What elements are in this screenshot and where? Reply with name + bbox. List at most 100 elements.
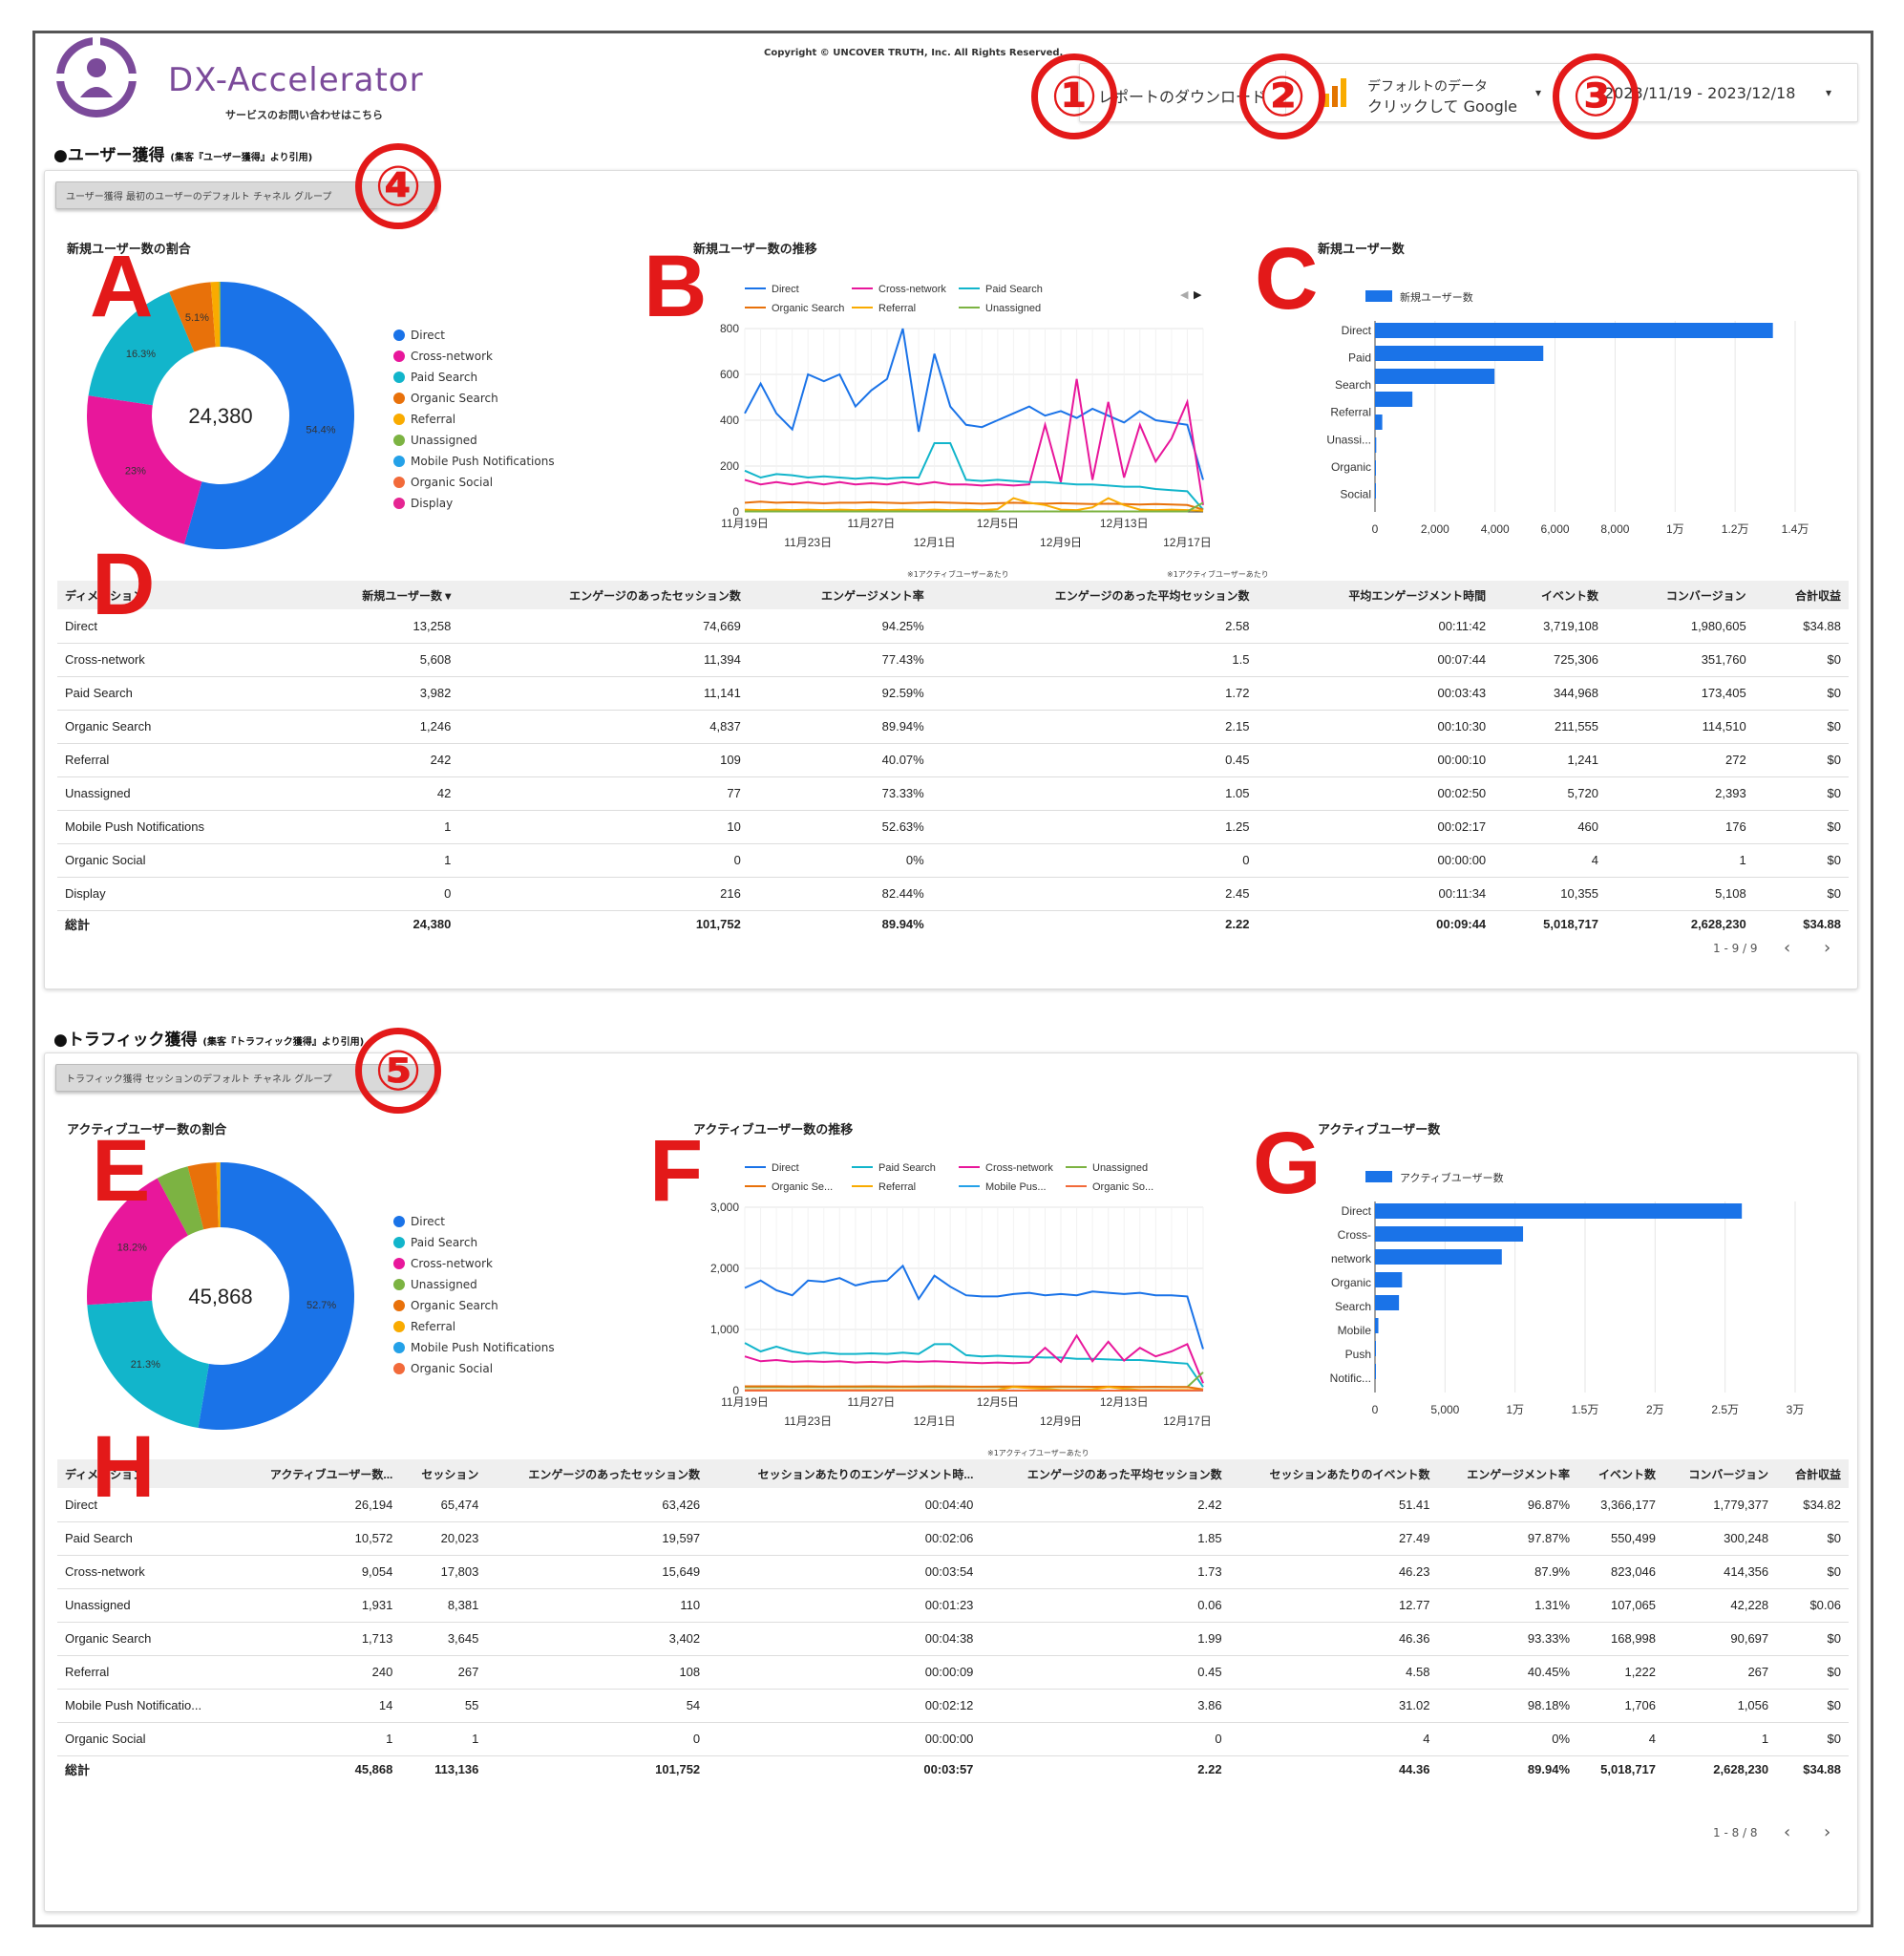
donut-slice-referral[interactable]	[216, 1162, 221, 1228]
legend-item[interactable]: Unassigned	[393, 1274, 555, 1295]
donut-slice-organic-search[interactable]	[187, 1162, 219, 1230]
bar-mobile-push-notifications[interactable]	[1375, 460, 1376, 476]
column-header[interactable]: ディメンション	[57, 581, 298, 609]
table-row: Referral 242 109 40.07% 0.45 00:00:10 1,241 272…	[57, 743, 1849, 777]
bar-paid-search[interactable]	[1375, 1226, 1524, 1242]
prev-page-icon[interactable]: ‹	[1784, 1822, 1791, 1842]
column-header[interactable]: セッションあたりのエンゲージメント時...	[708, 1459, 982, 1488]
bar-direct[interactable]	[1375, 323, 1773, 338]
donut-slice-organic-search[interactable]	[169, 282, 216, 352]
legend-item[interactable]: Direct	[393, 1211, 555, 1232]
x-tick-label: 11月27日	[848, 517, 896, 530]
column-header[interactable]: 新規ユーザー数 ▾	[297, 581, 459, 609]
chevron-down-icon[interactable]: ▾	[1535, 86, 1542, 99]
table-cell: 725,306	[1493, 643, 1607, 677]
legend-dot-icon	[393, 477, 405, 488]
bar-organic-social[interactable]	[1375, 1364, 1376, 1379]
donut-slice-paid-search[interactable]	[88, 291, 195, 406]
legend-item[interactable]: Referral	[393, 1316, 555, 1337]
column-header[interactable]: イベント数	[1493, 581, 1607, 609]
column-header[interactable]: エンゲージのあった平均セッション数	[931, 581, 1258, 609]
data-source-link[interactable]: クリックして Google	[1367, 97, 1518, 116]
table-cell: 00:02:17	[1257, 810, 1494, 844]
series-line-organic-se-[interactable]	[745, 1385, 1204, 1391]
column-header[interactable]: エンゲージメント率	[748, 581, 932, 609]
column-header[interactable]: 平均エンゲージメント時間	[1257, 581, 1494, 609]
series-line-organic-search[interactable]	[744, 500, 1204, 511]
donut-slice-unassigned[interactable]	[219, 282, 221, 348]
legend-item[interactable]: Paid Search	[393, 367, 555, 388]
legend-item[interactable]: Direct	[393, 325, 555, 346]
table-cell: 242	[297, 743, 459, 777]
legend-item[interactable]: Cross-network	[393, 1253, 555, 1274]
legend-dot-icon	[393, 1342, 405, 1353]
data-source-label[interactable]: デフォルトのデータ	[1367, 79, 1488, 95]
bar-unassigned[interactable]	[1375, 437, 1377, 453]
donut-slice-direct[interactable]	[183, 282, 354, 549]
series-line-unassigned[interactable]	[745, 1371, 1204, 1389]
series-line-cross-network[interactable]	[744, 378, 1204, 505]
donut-slice-direct[interactable]	[198, 1162, 354, 1430]
series-line-paid-search[interactable]	[744, 442, 1204, 511]
bar-mobile-push-notifications[interactable]	[1375, 1341, 1376, 1356]
column-header[interactable]: イベント数	[1577, 1459, 1664, 1488]
legend-next-icon[interactable]: ▶	[1194, 289, 1202, 301]
column-header[interactable]: セッションあたりのイベント数	[1229, 1459, 1438, 1488]
legend-item[interactable]: Referral	[393, 409, 555, 430]
column-header[interactable]: アクティブユーザー数...	[237, 1459, 401, 1488]
column-header[interactable]: 合計収益	[1753, 581, 1849, 609]
legend-dot-icon	[393, 1321, 405, 1332]
legend-item[interactable]: Organic Social	[393, 472, 555, 493]
download-report-button[interactable]: レポートのダウンロード	[1098, 88, 1267, 106]
chevron-down-icon[interactable]: ▾	[1826, 86, 1832, 99]
prev-page-icon[interactable]: ‹	[1784, 938, 1791, 958]
donut-slice-paid-search[interactable]	[87, 1300, 209, 1429]
legend-item[interactable]: Display	[393, 493, 555, 514]
next-page-icon[interactable]: ›	[1824, 1822, 1831, 1842]
legend-item[interactable]: Organic Social	[393, 1358, 555, 1379]
table-cell: 5,720	[1493, 776, 1607, 811]
donut-slice-cross-network[interactable]	[87, 395, 202, 544]
bar-cross-network[interactable]	[1375, 1249, 1502, 1265]
column-header[interactable]: エンゲージのあったセッション数	[486, 1459, 709, 1488]
column-header[interactable]: コンバージョン	[1663, 1459, 1777, 1488]
column-header[interactable]: エンゲージメント率	[1437, 1459, 1578, 1488]
bar-paid-search[interactable]	[1375, 369, 1495, 384]
donut-slice-unassigned[interactable]	[157, 1166, 204, 1236]
legend-item[interactable]: Organic Search	[393, 388, 555, 409]
series-line-unassigned[interactable]	[745, 501, 1204, 513]
bar-referral[interactable]	[1375, 415, 1383, 430]
donut-slice-referral[interactable]	[210, 282, 221, 348]
series-line-direct[interactable]	[744, 328, 1204, 480]
bar-direct[interactable]	[1375, 1203, 1743, 1219]
column-header[interactable]: エンゲージのあった平均セッション数	[981, 1459, 1230, 1488]
column-header[interactable]: コンバージョン	[1606, 581, 1754, 609]
bar-unassigned[interactable]	[1375, 1272, 1403, 1287]
column-header[interactable]: セッション	[400, 1459, 487, 1488]
series-line-referral[interactable]	[744, 497, 1204, 512]
series-line-cross-network[interactable]	[744, 1333, 1204, 1384]
legend-item[interactable]: Cross-network	[393, 346, 555, 367]
column-header[interactable]: エンゲージのあったセッション数	[458, 581, 749, 609]
donut-slice-cross-network[interactable]	[87, 1178, 188, 1306]
table-cell: 1	[1606, 843, 1754, 878]
legend-prev-icon[interactable]: ◀	[1180, 289, 1189, 301]
series-line-paid-search[interactable]	[744, 1342, 1204, 1388]
bar-referral[interactable]	[1375, 1318, 1379, 1333]
bar-cross-network[interactable]	[1375, 346, 1544, 361]
date-range-picker[interactable]: 2023/11/19 - 2023/12/18	[1604, 84, 1796, 102]
contact-link[interactable]: サービスのお問い合わせはこちら	[225, 109, 383, 121]
column-header[interactable]: ディメンション	[57, 1459, 238, 1488]
y-tick-label: 0	[732, 1384, 739, 1397]
bar-organic-social[interactable]	[1375, 483, 1376, 499]
legend-item[interactable]: Unassigned	[393, 430, 555, 451]
legend-item[interactable]: Paid Search	[393, 1232, 555, 1253]
legend-item[interactable]: Mobile Push Notifications	[393, 1337, 555, 1358]
bar-organic-search[interactable]	[1375, 392, 1413, 407]
legend-item[interactable]: Mobile Push Notifications	[393, 451, 555, 472]
next-page-icon[interactable]: ›	[1824, 938, 1831, 958]
column-header[interactable]: 合計収益	[1776, 1459, 1849, 1488]
bar-organic-search[interactable]	[1375, 1295, 1400, 1310]
series-line-direct[interactable]	[744, 1264, 1204, 1350]
legend-item[interactable]: Organic Search	[393, 1295, 555, 1316]
